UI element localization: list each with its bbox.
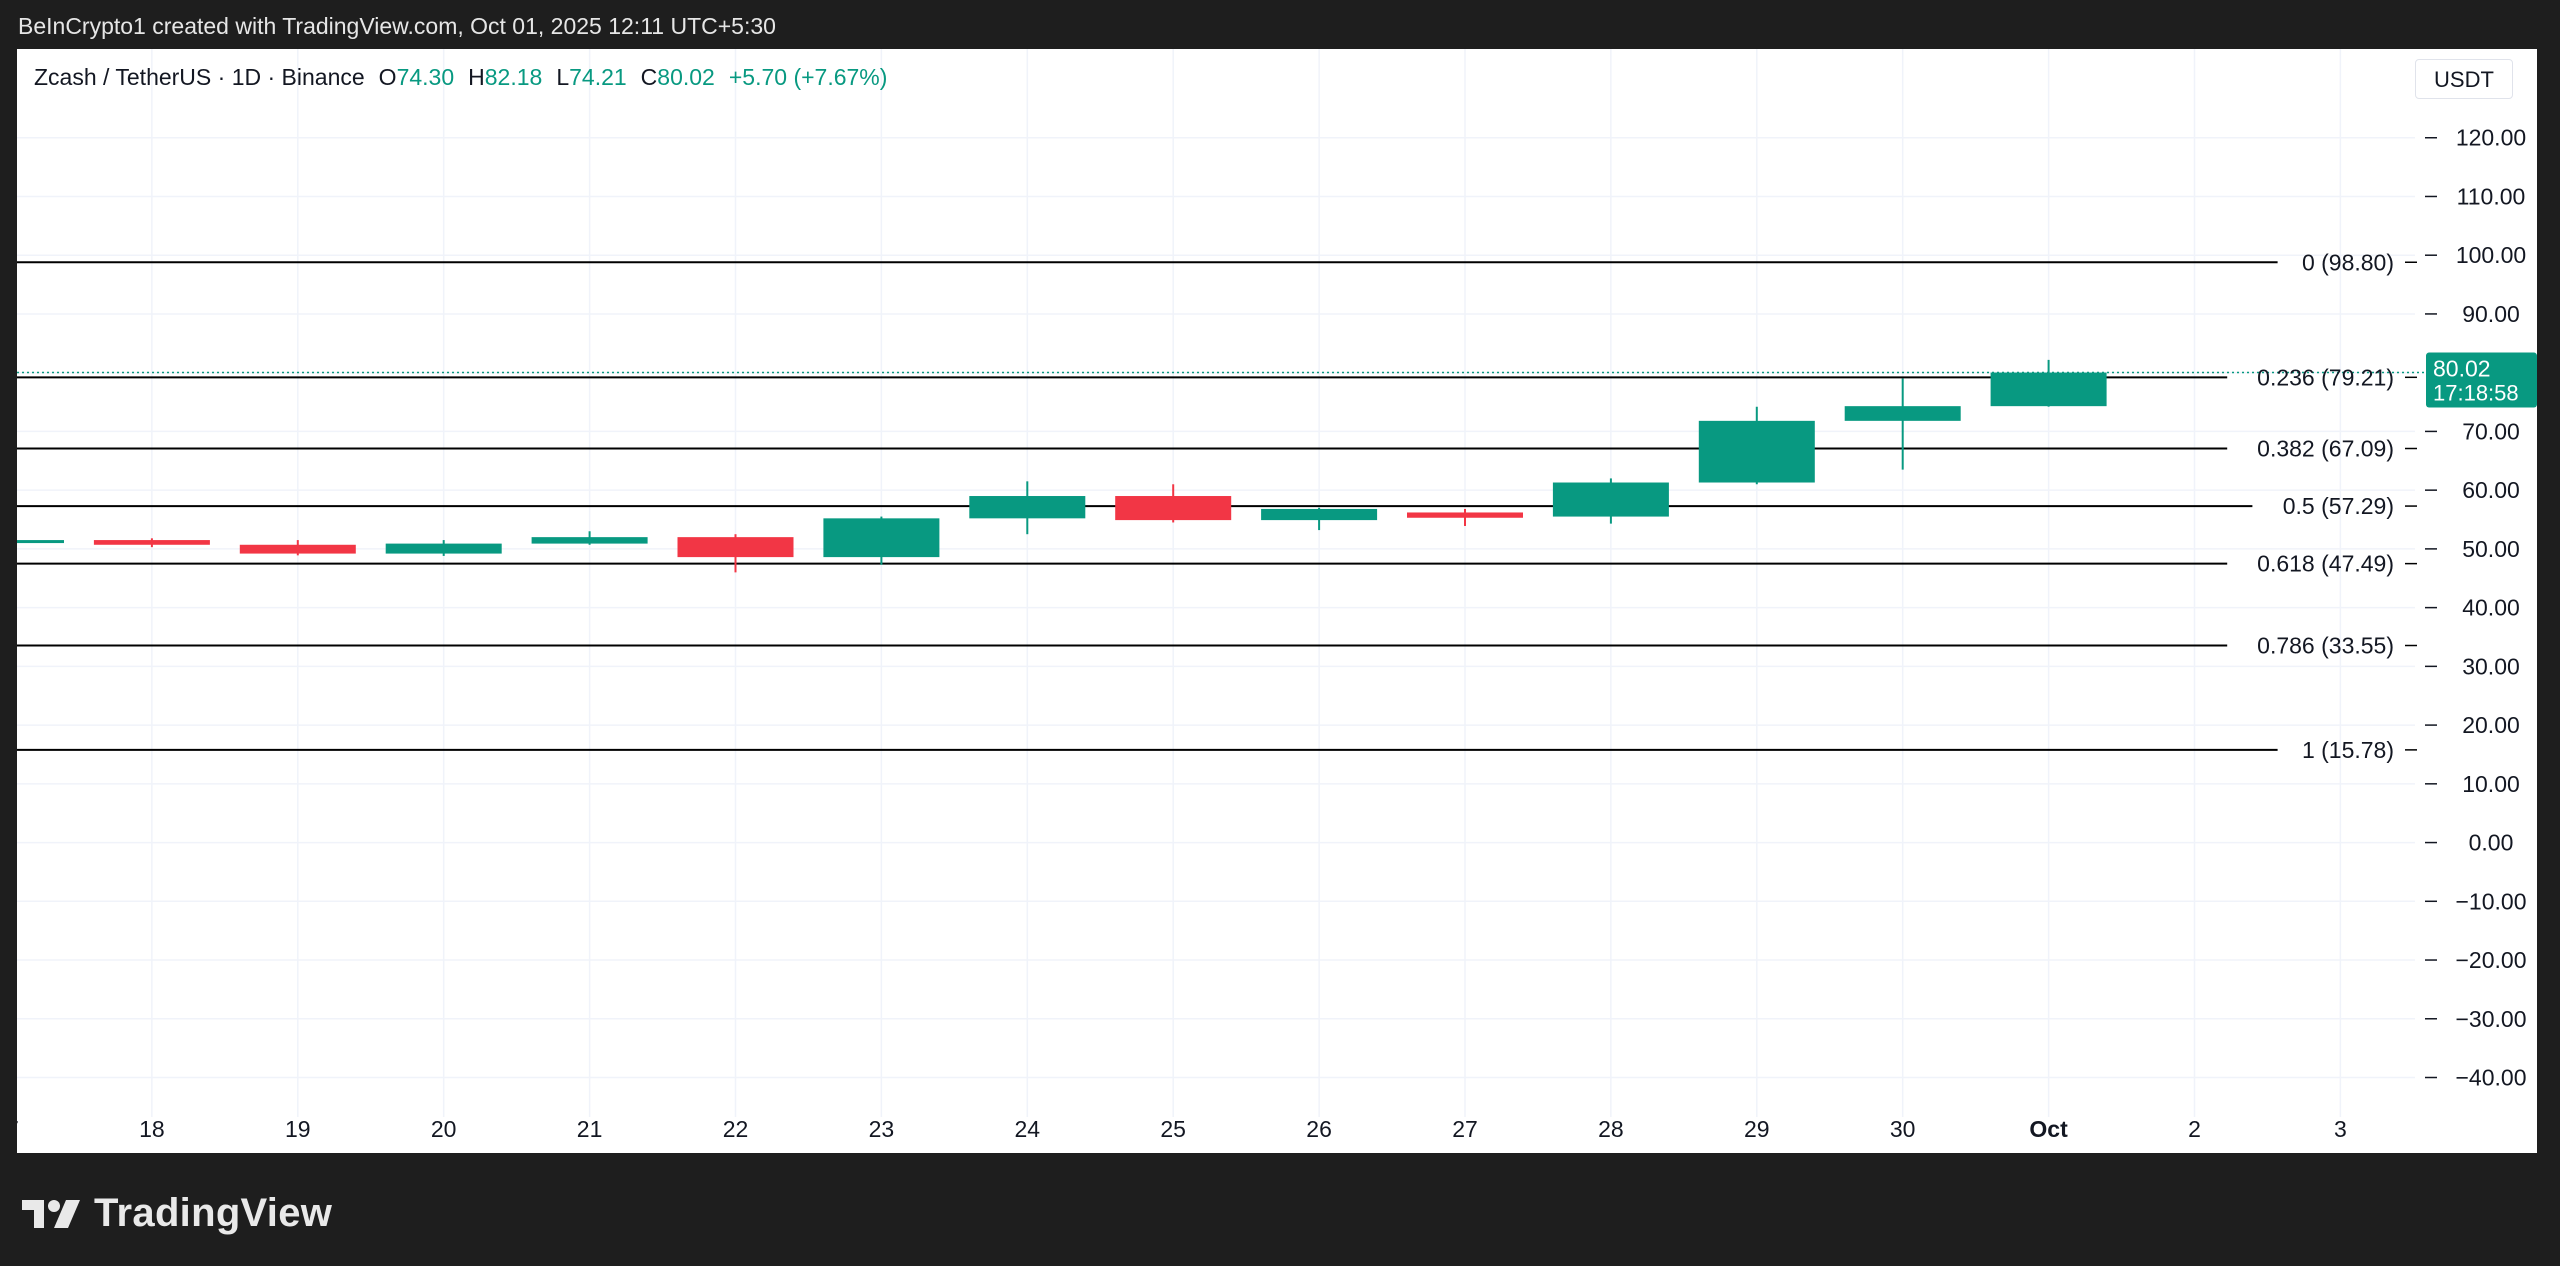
tradingview-logo-text: TradingView [94, 1191, 333, 1235]
x-tick-label: 18 [139, 1116, 165, 1142]
y-tick-label: 120.00 [2456, 125, 2526, 151]
x-tick-label: 26 [1306, 1116, 1332, 1142]
open-label: O [378, 64, 397, 90]
x-tick-label: Oct [2029, 1116, 2068, 1142]
tradingview-logo-icon [22, 1199, 80, 1228]
candle-body [677, 537, 794, 558]
candle-body [1698, 420, 1815, 483]
fib-level-label: 0.786 (33.55) [2257, 633, 2394, 659]
candle-body [1115, 496, 1232, 521]
currency-button[interactable]: USDT [2415, 59, 2513, 99]
x-tick-label: 23 [869, 1116, 895, 1142]
grid-lines [17, 49, 2415, 1117]
open-value: 74.30 [396, 64, 455, 90]
low-value: 74.21 [569, 64, 627, 90]
y-tick-label: 50.00 [2462, 536, 2520, 562]
candle-body [1552, 482, 1669, 517]
symbol-legend[interactable]: Zcash / TetherUS · 1D · Binance O74.30 H82… [34, 64, 887, 91]
price-axis: 120.00 110.00 100.00 90.00 70.00 60.00 50.00 40… [2425, 125, 2527, 1091]
y-tick-label: 10.00 [2462, 771, 2520, 797]
price-tag-value: 80.02 [2433, 356, 2491, 382]
price-tag-countdown: 17:18:58 [2433, 381, 2519, 406]
price-chart[interactable]: 0 (98.80) 0.236 (79.21) 0.382 (67.09) 0.5 (… [17, 49, 2537, 1153]
symbol-name[interactable]: Zcash / TetherUS · 1D · Binance [34, 64, 365, 90]
candle-body [531, 537, 648, 544]
fib-level-label: 1 (15.78) [2302, 737, 2394, 763]
y-tick-label: 90.00 [2462, 301, 2520, 327]
candle-body [1844, 406, 1961, 421]
x-tick-label: 3 [2334, 1116, 2347, 1142]
fib-level-label: 0.382 (67.09) [2257, 436, 2394, 462]
x-tick-label: 21 [577, 1116, 603, 1142]
close-value: 80.02 [657, 64, 715, 90]
x-tick-label: 24 [1015, 1116, 1041, 1142]
y-tick-label: −20.00 [2456, 947, 2527, 973]
y-tick-label: 60.00 [2462, 477, 2520, 503]
fib-level-label: 0.5 (57.29) [2283, 493, 2394, 519]
x-tick-label: 29 [1744, 1116, 1770, 1142]
attribution-text: BeInCrypto1 created with TradingView.com… [18, 13, 776, 39]
attribution-bar: BeInCrypto1 created with TradingView.com… [0, 0, 2560, 48]
y-tick-label: 20.00 [2462, 712, 2520, 738]
candle-body [17, 540, 64, 544]
y-tick-label: 40.00 [2462, 595, 2520, 621]
close-label: C [640, 64, 658, 90]
x-tick-label: 2 [2188, 1116, 2201, 1142]
y-tick-label: 30.00 [2462, 653, 2520, 679]
candle-body [1990, 372, 2107, 407]
fib-level-label: 0.236 (79.21) [2257, 364, 2394, 390]
footer: TradingView [0, 1153, 2560, 1266]
candle-body [93, 540, 210, 545]
candle-body [385, 543, 502, 554]
y-tick-label: 110.00 [2457, 183, 2526, 209]
x-tick-label: 30 [1890, 1116, 1916, 1142]
tradingview-logo[interactable]: TradingView [22, 1191, 332, 1236]
y-tick-label: 100.00 [2456, 242, 2526, 268]
candle-body [969, 496, 1086, 519]
x-tick-label: 19 [285, 1116, 311, 1142]
fibonacci-levels: 0 (98.80) 0.236 (79.21) 0.382 (67.09) 0.5 (… [17, 249, 2445, 763]
y-tick-label: −10.00 [2456, 888, 2527, 914]
x-tick-label: 20 [431, 1116, 457, 1142]
change-value: +5.70 (+7.67%) [728, 64, 888, 90]
candle-body [1407, 512, 1523, 518]
x-tick-label: 28 [1598, 1116, 1624, 1142]
x-tick-label: 17 [17, 1116, 19, 1142]
x-tick-label: 25 [1160, 1116, 1186, 1142]
fib-level-label: 0 (98.80) [2302, 249, 2394, 275]
y-tick-label: −30.00 [2456, 1006, 2527, 1032]
y-tick-label: −40.00 [2456, 1065, 2527, 1091]
candles [17, 359, 2107, 573]
y-tick-label: 70.00 [2462, 418, 2520, 444]
price-tag-box [2426, 352, 2537, 408]
candle-body [823, 518, 940, 558]
y-tick-label: 0.00 [2469, 830, 2514, 856]
chart-panel[interactable]: 0 (98.80) 0.236 (79.21) 0.382 (67.09) 0.5 (… [17, 49, 2537, 1153]
candle-body [239, 544, 356, 554]
x-tick-label: 27 [1452, 1116, 1478, 1142]
low-label: L [556, 64, 570, 90]
high-label: H [468, 64, 485, 90]
candle-body [1261, 508, 1378, 521]
fib-level-label: 0.618 (47.49) [2257, 551, 2394, 577]
x-tick-label: 22 [723, 1116, 749, 1142]
time-axis: 1718192021222324252627282930Oct23 [17, 1116, 2347, 1142]
high-value: 82.18 [484, 64, 543, 90]
